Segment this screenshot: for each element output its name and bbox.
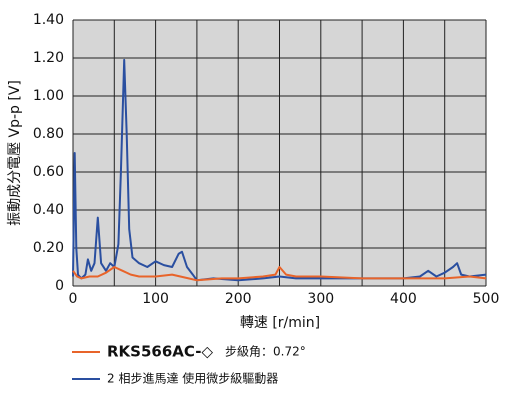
x-tick-label: 500 — [473, 291, 500, 307]
y-tick-label: 0.20 — [33, 240, 64, 256]
x-tick-label: 100 — [142, 291, 169, 307]
x-tick-label: 200 — [225, 291, 252, 307]
legend-label: 2 相步進馬達 使用微步級驅動器 — [107, 371, 278, 386]
x-tick-label: 0 — [69, 291, 78, 307]
y-tick-label: 0.40 — [33, 202, 64, 218]
legend-note: 步級角：0.72° — [225, 345, 306, 359]
x-tick-label: 300 — [307, 291, 334, 307]
legend-label: RKS566AC-◇ — [107, 343, 213, 361]
x-axis-label: 轉速 [r/min] — [240, 315, 320, 331]
y-tick-label: 1.20 — [33, 50, 64, 66]
y-tick-label: 0.80 — [33, 126, 64, 142]
series-line — [72, 58, 487, 282]
x-tick-label: 400 — [390, 291, 417, 307]
y-tick-label: 0.60 — [33, 164, 64, 180]
y-tick-label: 1.00 — [33, 88, 64, 104]
y-tick-label: 1.40 — [33, 12, 64, 28]
series-line — [72, 266, 487, 282]
y-tick-label: 0 — [55, 278, 64, 294]
y-axis-label: 振動成分電壓 Vp-p [V] — [7, 80, 23, 226]
